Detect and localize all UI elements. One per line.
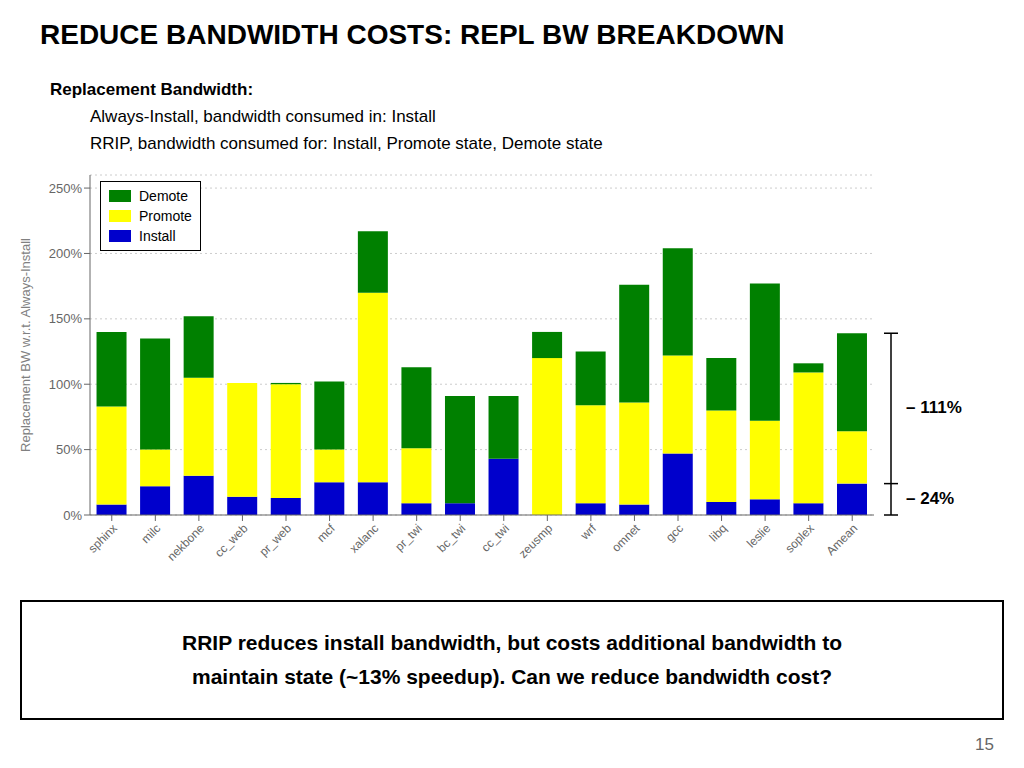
svg-text:– 24%: – 24%: [906, 489, 954, 508]
svg-text:nekbone: nekbone: [165, 521, 208, 564]
svg-text:200%: 200%: [49, 246, 83, 261]
html-text:Demote: Demote: [139, 188, 188, 204]
svg-text:wrf: wrf: [577, 521, 599, 543]
html-text:Promote: Promote: [139, 208, 192, 224]
html-text:REDUCE BANDWIDTH COSTS: REPL B: REDUCE BANDWIDTH COSTS: REPL BW BREAKDOW…: [40, 19, 785, 50]
html-text:maintain state (~13% speedup).: maintain state (~13% speedup). Can we re…: [192, 665, 832, 688]
svg-text:100%: 100%: [49, 377, 83, 392]
svg-text:Amean: Amean: [824, 521, 861, 558]
svg-text:soplex: soplex: [782, 521, 816, 555]
svg-text:zeusmp: zeusmp: [516, 521, 556, 561]
svg-text:pr_web: pr_web: [256, 521, 294, 559]
svg-text:sphinx: sphinx: [85, 521, 119, 555]
html-text:Always-Install, bandwidth cons: Always-Install, bandwidth consumed in: I…: [90, 107, 436, 126]
html-text:Replacement Bandwidth:: Replacement Bandwidth:: [50, 80, 254, 99]
html-text:15: 15: [975, 735, 994, 754]
svg-text:libq: libq: [707, 521, 730, 544]
svg-text:0%: 0%: [63, 508, 82, 523]
svg-text:50%: 50%: [56, 442, 82, 457]
svg-text:250%: 250%: [49, 181, 83, 196]
svg-text:milc: milc: [138, 521, 163, 546]
svg-text:bc_twi: bc_twi: [434, 521, 468, 555]
html-text:Install: Install: [139, 228, 176, 244]
svg-text:150%: 150%: [49, 311, 83, 326]
svg-text:mcf: mcf: [314, 521, 338, 545]
svg-text:omnet: omnet: [609, 521, 643, 555]
svg-text:pr_twi: pr_twi: [392, 521, 425, 554]
svg-text:Replacement BW w.r.t. Always-I: Replacement BW w.r.t. Always-Install: [18, 238, 33, 452]
svg-text:cc_web: cc_web: [212, 521, 251, 560]
svg-text:leslie: leslie: [744, 521, 773, 550]
svg-text:gcc: gcc: [663, 521, 686, 544]
svg-text:xalanc: xalanc: [347, 521, 381, 555]
html-text:RRIP, bandwidth consumed for:: RRIP, bandwidth consumed for: Install, P…: [90, 134, 603, 153]
html-text:RRIP reduces install bandwidth: RRIP reduces install bandwidth, but cost…: [182, 631, 842, 654]
svg-text:cc_twi: cc_twi: [478, 521, 511, 554]
svg-text:– 111%: – 111%: [906, 398, 962, 417]
